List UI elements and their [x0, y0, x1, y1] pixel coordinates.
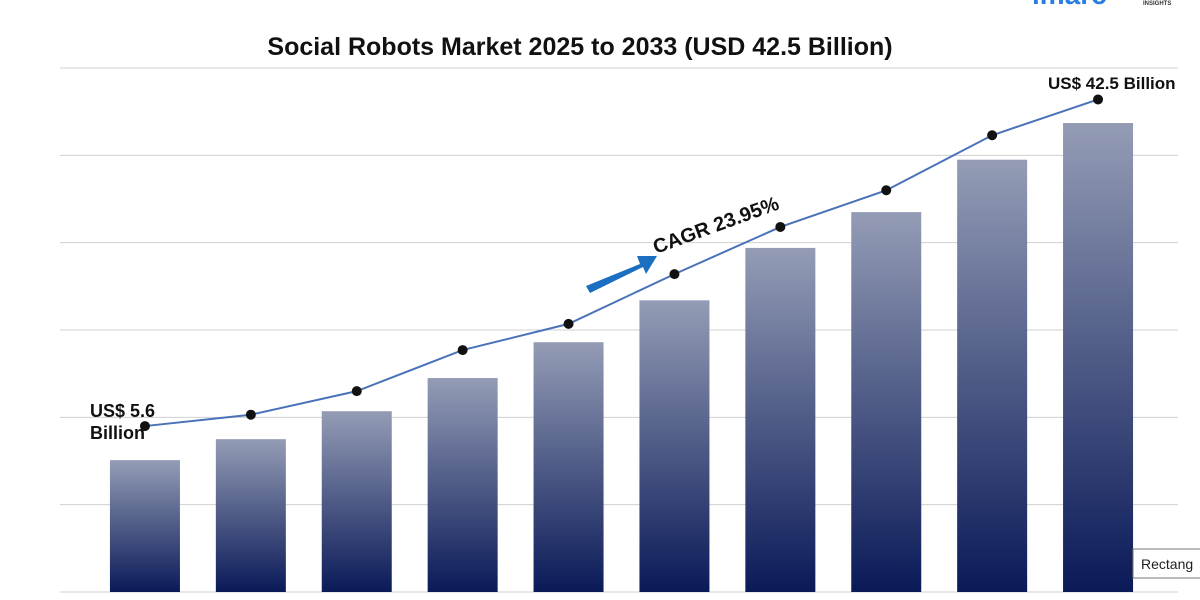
trend-dot: [775, 221, 786, 232]
bar: [533, 342, 604, 592]
bar: [427, 378, 498, 592]
trend-dot: [669, 269, 680, 280]
bar: [1063, 123, 1134, 593]
bar: [639, 300, 710, 592]
bar: [109, 460, 180, 592]
trend-dot: [987, 130, 998, 141]
trend-dot: [881, 185, 892, 196]
trend-line: [144, 98, 1099, 428]
trend-dot: [563, 318, 574, 329]
tooltip-box: [1132, 548, 1200, 579]
chart-title: Social Robots Market 2025 to 2033 (USD 4…: [267, 33, 892, 61]
logo: imarc: [1032, 0, 1107, 10]
bar: [215, 439, 286, 592]
logo-sub: INSIGHTS: [1143, 1, 1171, 7]
plot: [60, 67, 1178, 593]
cagr-arrow: [586, 256, 657, 293]
end-label: US$ 42.5 Billion: [1048, 74, 1176, 93]
trend-dot: [351, 386, 362, 397]
trend-dot: [245, 409, 256, 420]
bar: [745, 247, 816, 592]
trend-dot: [139, 421, 150, 432]
trend-dot: [1093, 94, 1104, 105]
tooltip: Rectang: [1141, 556, 1193, 572]
bar: [851, 212, 922, 592]
bar: [321, 411, 392, 592]
start-label: US$ 5.6 Billion: [90, 401, 156, 443]
trend-dot: [457, 345, 468, 356]
bar: [957, 159, 1028, 592]
